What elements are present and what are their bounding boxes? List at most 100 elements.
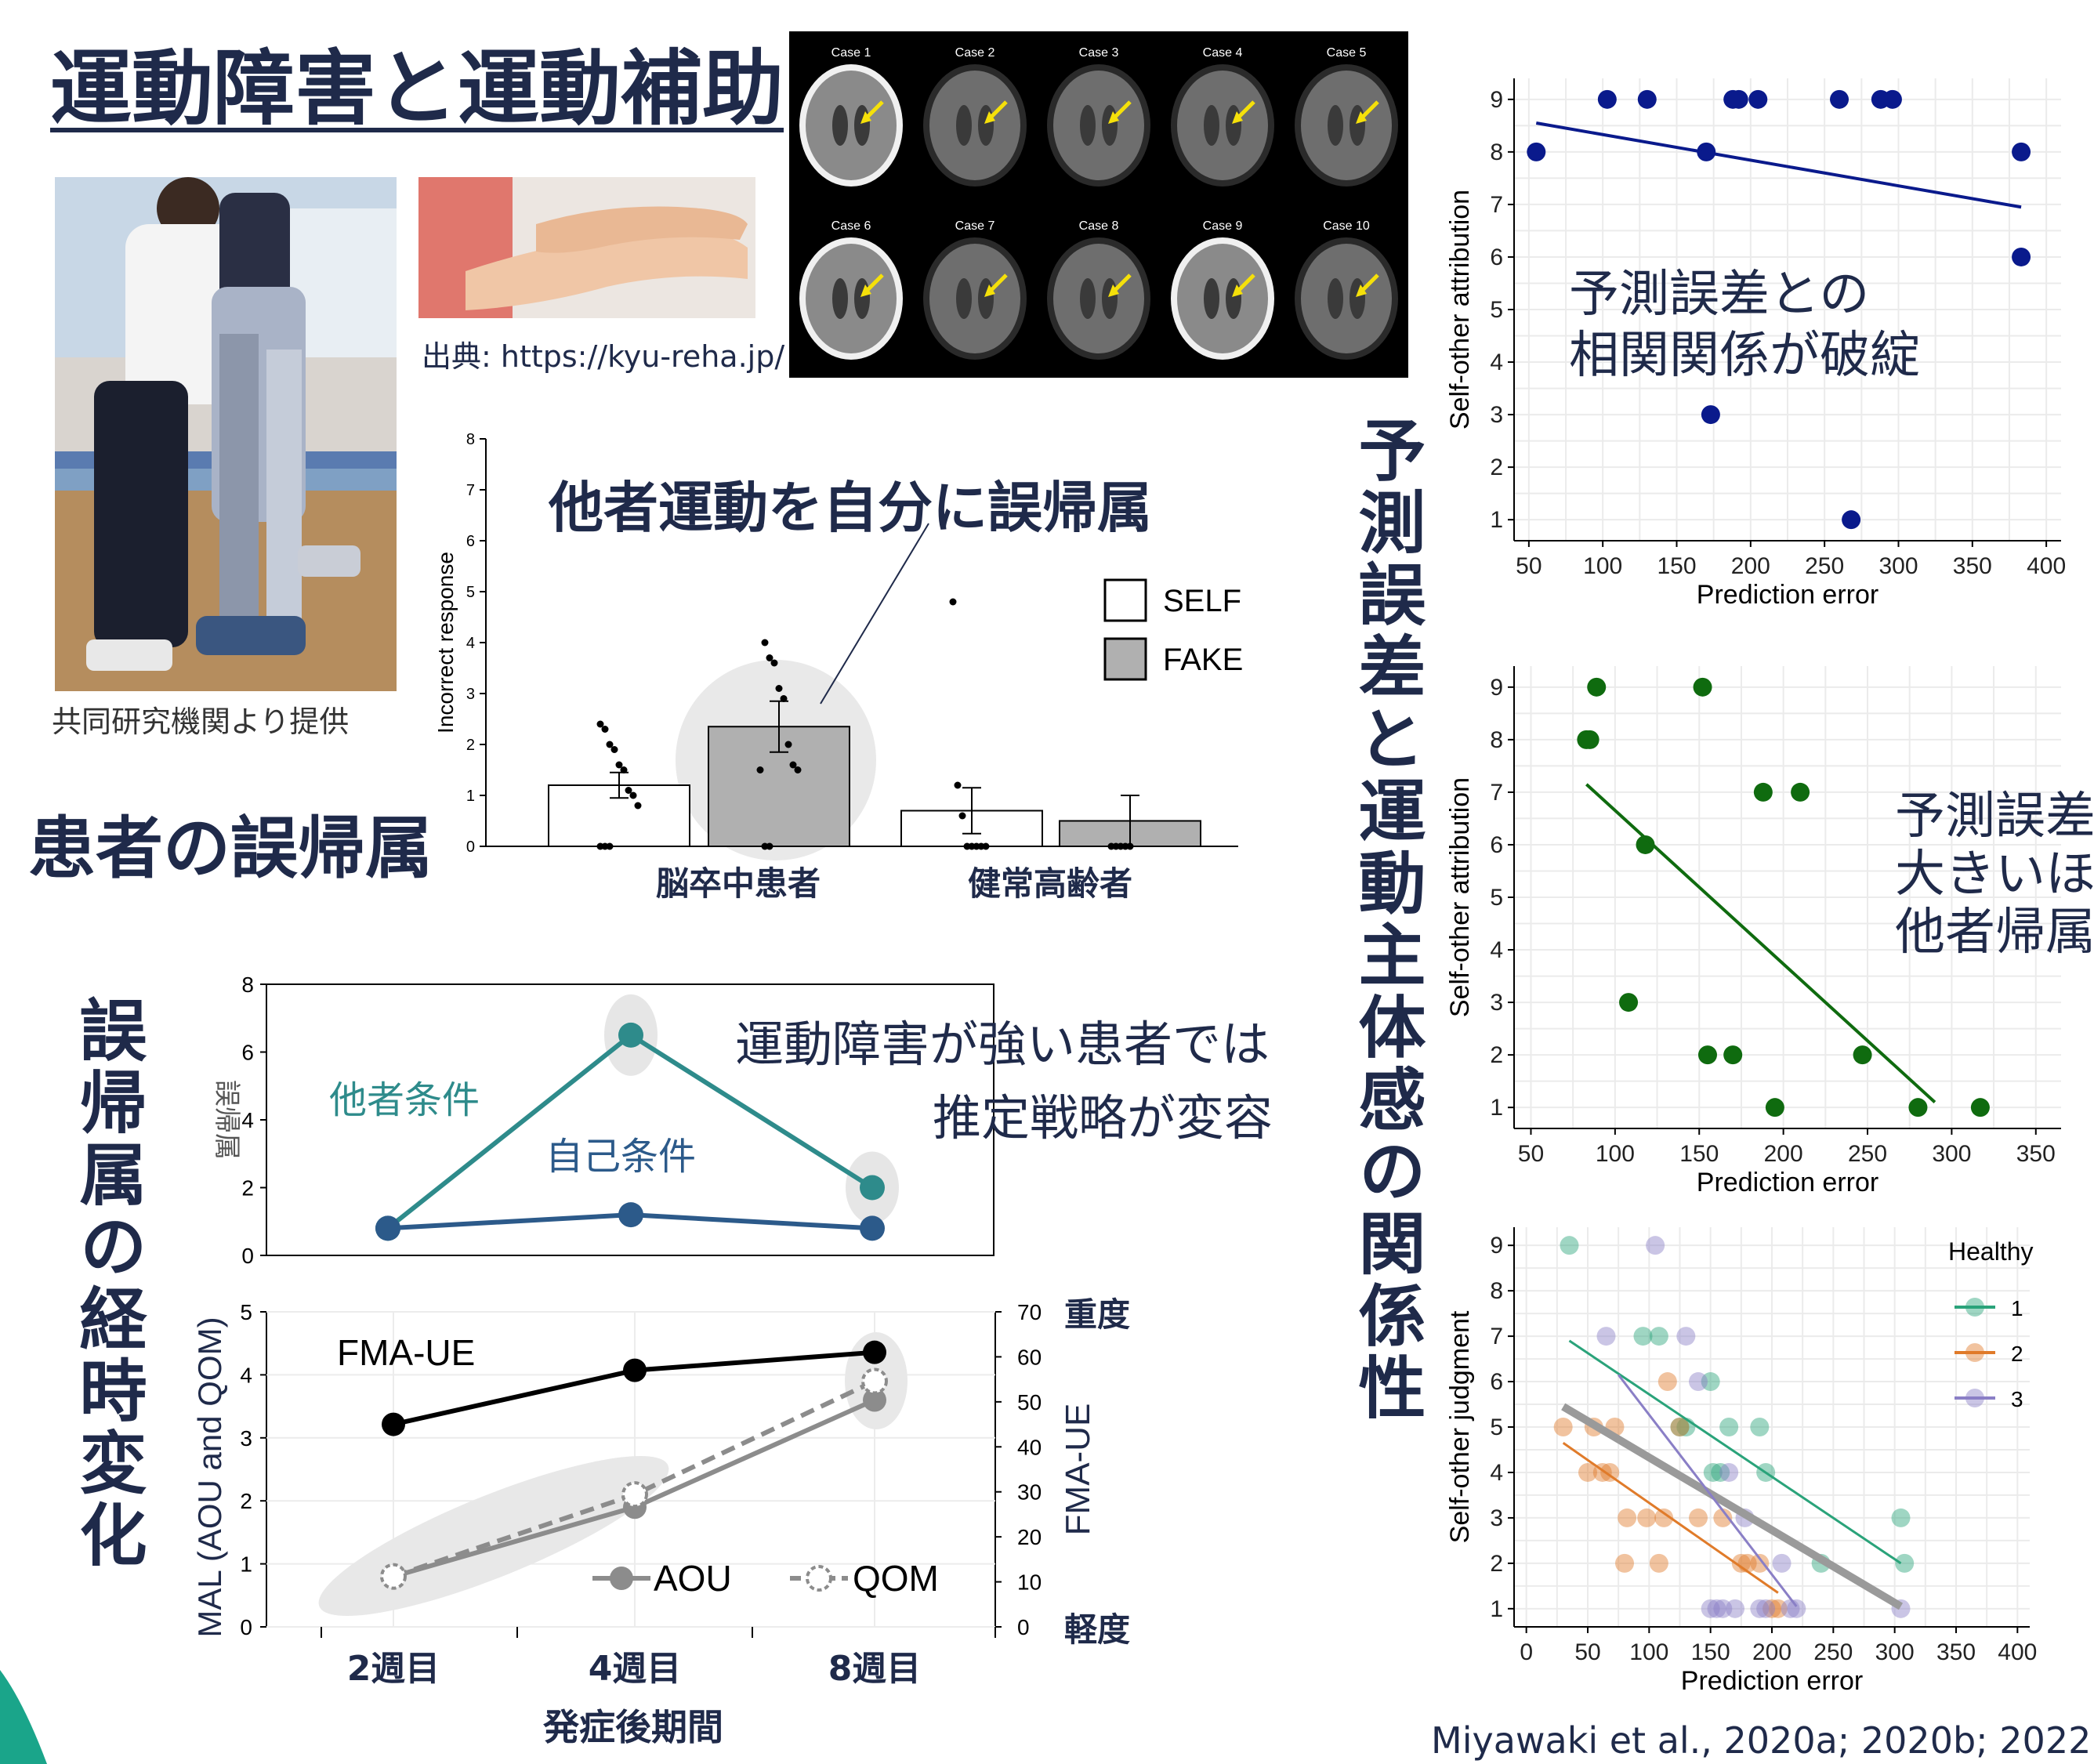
y2-tick-label: 30 [1017,1480,1042,1505]
data-point [2012,142,2031,161]
ct-case-label: Case 3 [1079,46,1119,60]
x-tick-label: 300 [1878,553,1918,579]
prediction-error-scatter-patients-1: 1 2 3 4 5 6 7 8 9 50 100 150 200 250 300 350 400 Predicti… [1445,78,2066,610]
ct-ventricle [1328,105,1343,146]
data-point [1763,1599,1781,1618]
data-point [1697,1045,1717,1065]
ct-ventricle [1102,105,1118,146]
y-tick-label: 8 [1490,727,1503,753]
y-tick-label: 8 [241,973,254,997]
scatter1-annotation-line1: 予測誤差との [1569,266,1870,324]
y-tick-label: 2 [1490,455,1503,480]
data-point [1689,1508,1708,1527]
y2-tick-label: 20 [1017,1525,1042,1549]
ct-case-label: Case 6 [831,219,871,233]
y2-tick-label: 50 [1017,1390,1042,1414]
data-point [1580,730,1599,749]
fit-line [1562,1442,1779,1594]
ct-ventricle [1350,105,1365,146]
x-tick-label: 350 [1953,553,1992,579]
y-tick-label: 2 [466,737,475,754]
series-label-self: 自己条件 [545,1135,696,1179]
data-point [958,812,966,820]
ct-ventricle [1226,278,1241,319]
lesion-arrowhead-icon [984,284,995,297]
data-point [615,761,623,769]
x-tick-label: 350 [2016,1141,2056,1167]
data-point [1772,1553,1791,1573]
y-tick-label: 2 [1490,1551,1503,1577]
lesion-arrowhead-icon [1356,284,1367,297]
data-point [1768,1599,1788,1618]
data-point [1753,782,1773,802]
x-tick-label: 50 [1516,553,1542,579]
x-tick-label: 200 [1764,1141,1803,1167]
y-tick-label: 2 [240,1489,252,1513]
photo-caption-right: 出典: https://kyu-reha.jp/ [422,339,785,374]
ct-ventricle [832,105,848,146]
series-point-aou [863,1388,886,1412]
y-tick-label: 3 [1490,1505,1503,1531]
data-point [625,787,632,794]
x-tick-label: 2週目 [347,1649,440,1689]
legend-marker-aou [610,1567,633,1590]
corner-accent-decoration [0,1670,47,1764]
y2-tick-label: 70 [1017,1300,1042,1324]
x-axis-label: 発症後期間 [543,1706,723,1748]
y-axis-label: Self-other judgment [1445,1310,1475,1543]
y-axis-label: Incorrect response [433,552,458,733]
y-tick-label: 9 [1490,675,1503,701]
data-point [601,726,609,733]
ct-brain [929,71,1020,180]
ct-ventricle [1350,278,1365,319]
data-point [1646,1236,1665,1255]
legend-swatch [1103,578,1147,622]
scatter2-annotation-line2: 大きいほ [1895,846,2094,904]
data-point [1830,89,1849,109]
legend-label: FAKE [1163,643,1243,677]
ct-brain [806,71,897,180]
fit-line [1617,1374,1798,1607]
data-point [1670,1418,1690,1436]
legend-label-qom: QOM [853,1558,939,1599]
ct-ventricle [1226,105,1241,146]
data-point [1578,1462,1597,1482]
data-point [766,654,773,661]
data-point [1596,1327,1616,1346]
series-point-qom [621,1481,648,1509]
data-point [1895,1553,1915,1573]
y2-tick-label: 60 [1017,1345,1042,1369]
data-point [1701,405,1720,425]
data-point [606,842,614,850]
ct-brain [1053,244,1144,353]
lesion-arrowhead-icon [1232,111,1243,124]
y-tick-label: 3 [1490,990,1503,1016]
data-point [1636,835,1655,854]
data-point [1701,1599,1720,1618]
data-point [954,781,962,789]
ct-brain [1177,71,1268,180]
series-label-other: 他者条件 [329,1078,480,1122]
legend-swatch [1103,637,1147,681]
data-point [756,766,764,773]
data-point [1633,1327,1653,1346]
data-point [1970,1098,1990,1117]
y-tick-label: 6 [1490,1369,1503,1395]
y-tick-label: 7 [466,482,475,499]
series-point-qom [380,1563,407,1590]
data-point [775,685,783,692]
data-point [1654,1508,1674,1527]
data-point [1729,89,1748,109]
y-tick-label: 4 [241,1108,254,1132]
y-tick-label: 1 [1490,1095,1503,1121]
y-axis-label: MAL (AOU and QOM) [191,1317,228,1637]
data-point [1713,1599,1733,1618]
lesion-arrowhead-icon [1356,111,1367,124]
ct-ventricle [854,105,870,146]
data-point [1703,1462,1723,1482]
y-axis-label: 誤帰属 [211,1080,242,1160]
y-tick-label: 2 [1490,1042,1503,1068]
x-tick-label: 300 [1932,1141,1971,1167]
photo-caption-left: 共同研究機関より提供 [52,705,350,739]
ct-case-label: Case 10 [1323,219,1370,233]
